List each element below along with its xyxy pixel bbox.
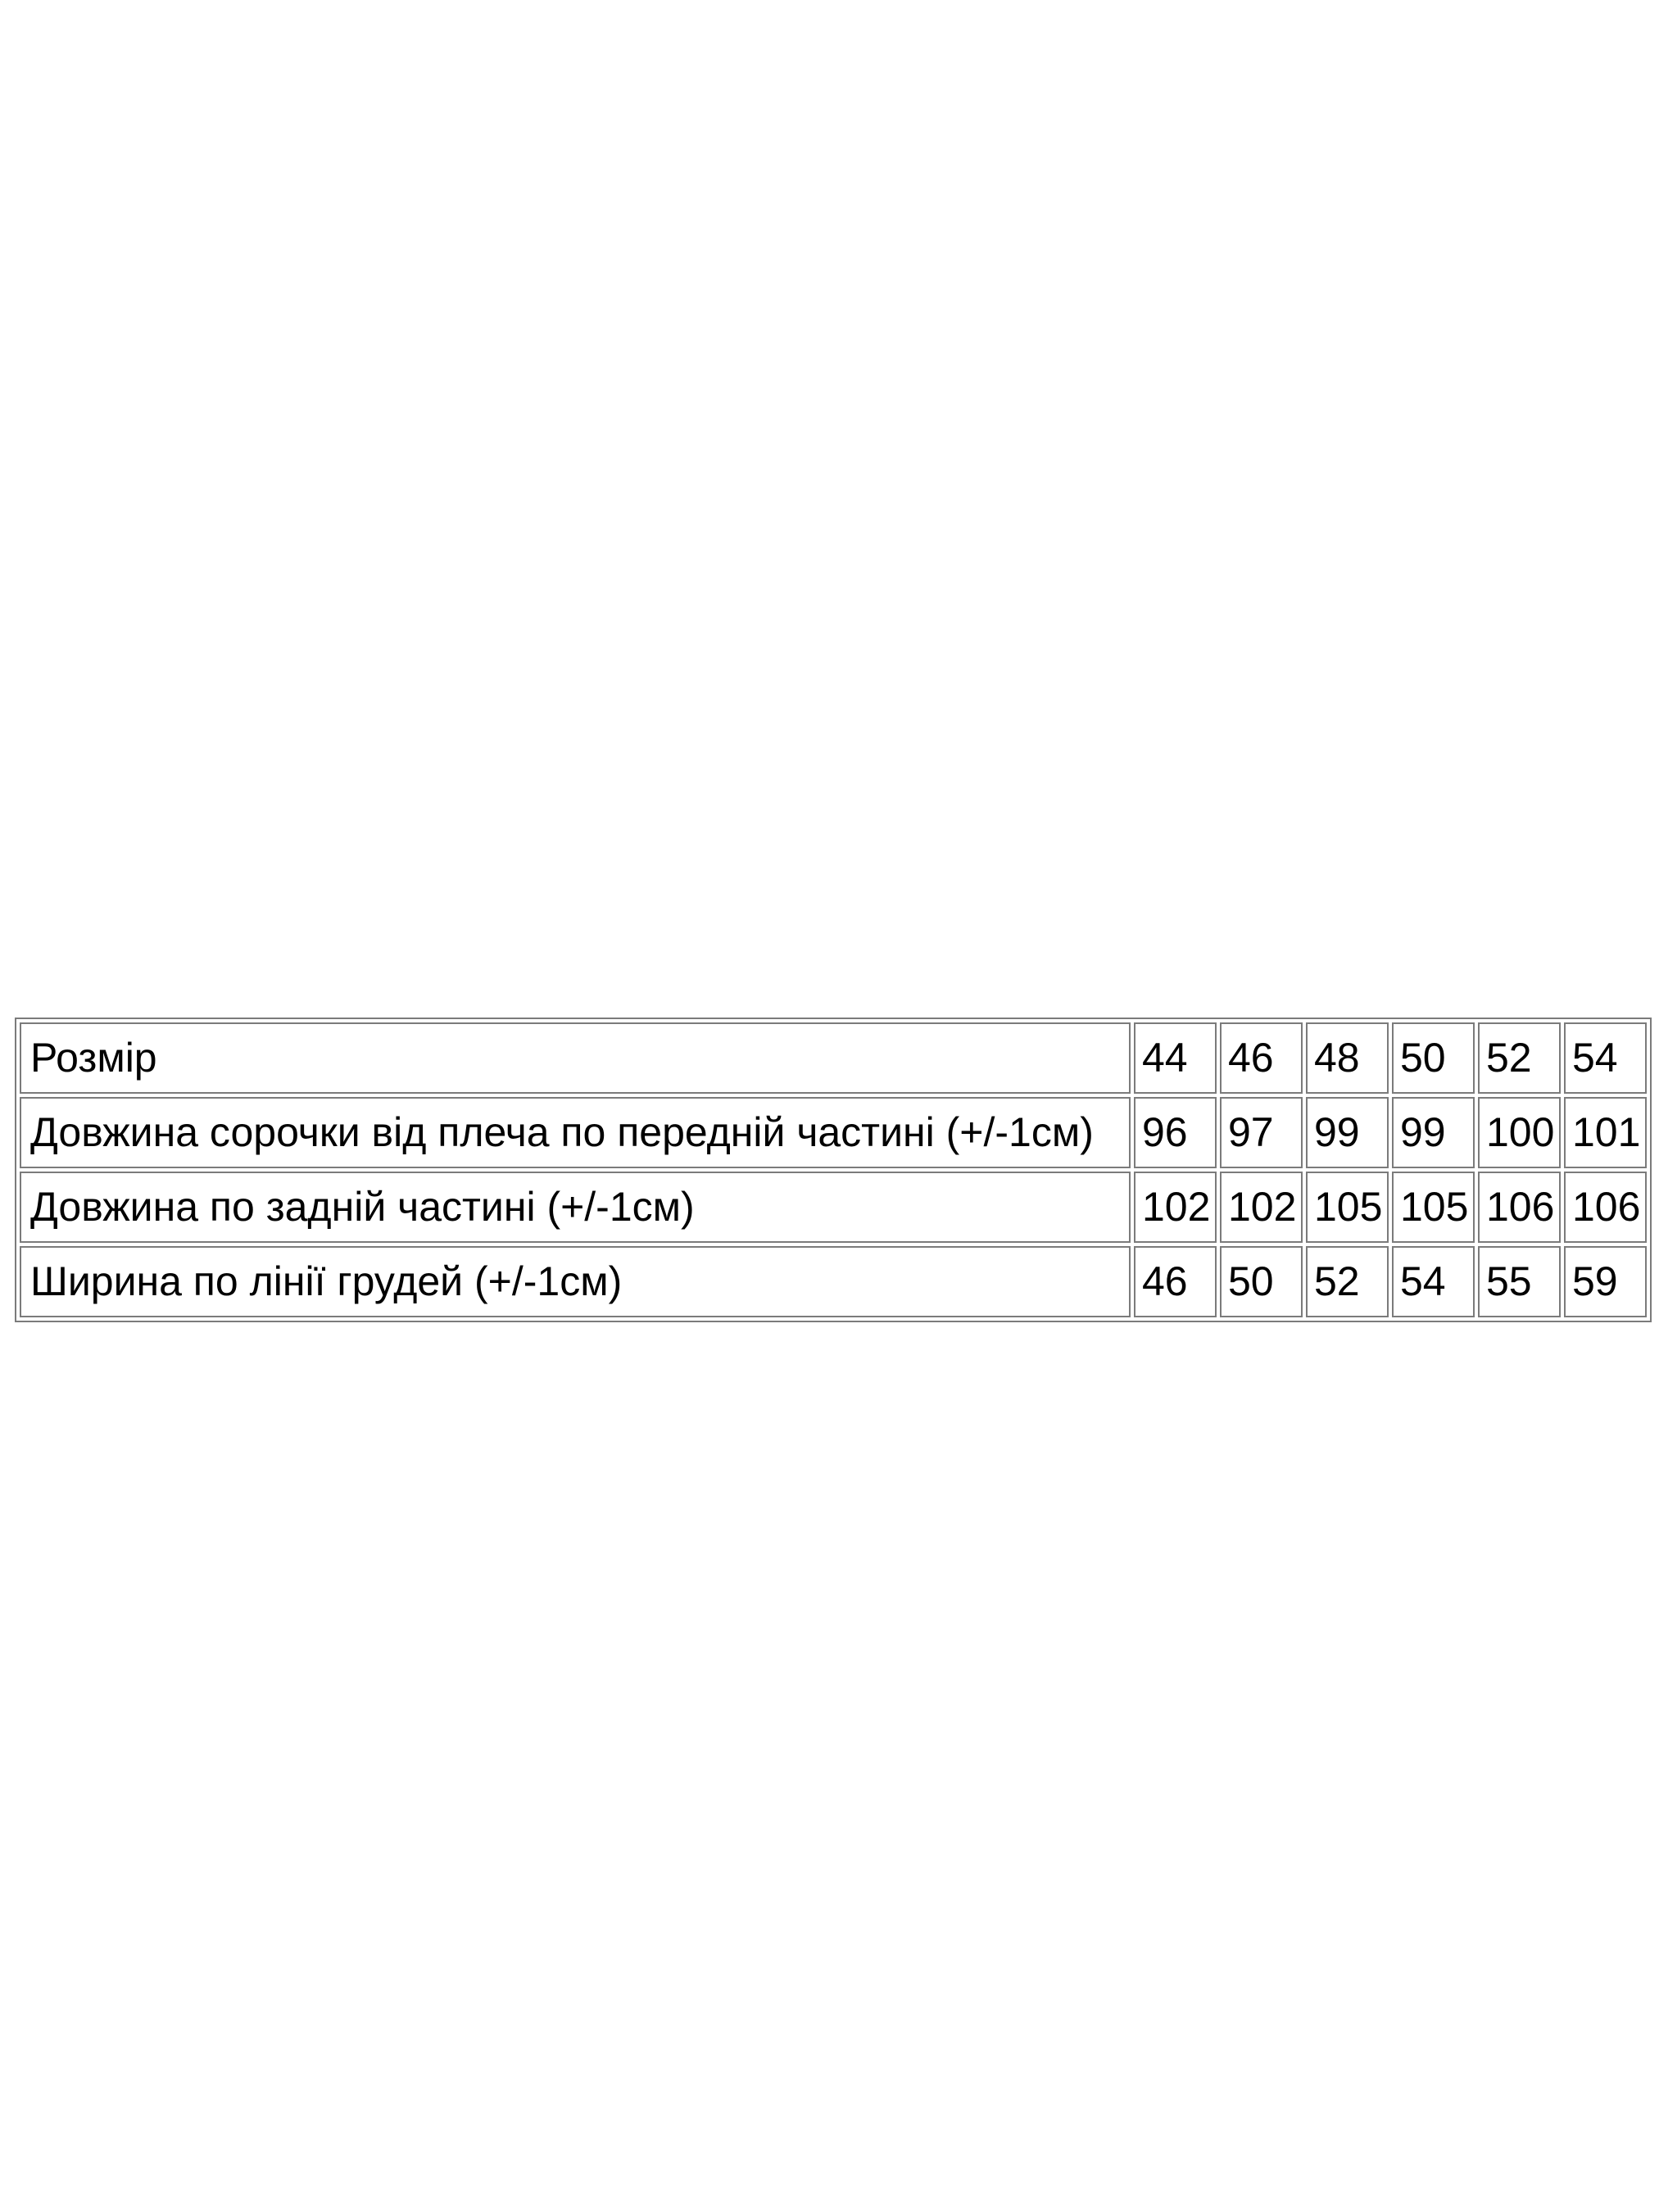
size-value: 105 (1392, 1172, 1475, 1243)
size-value: 106 (1478, 1172, 1561, 1243)
size-value: 46 (1220, 1022, 1303, 1094)
size-value: 106 (1564, 1172, 1647, 1243)
size-value: 50 (1220, 1246, 1303, 1317)
size-value: 44 (1134, 1022, 1217, 1094)
table-row: Ширина по лінії грудей (+/-1см) 46 50 52 54 5… (20, 1246, 1647, 1317)
size-table-body: Розмір 44 46 48 50 52 54 Довжина сорочки від пл… (20, 1022, 1647, 1317)
size-value: 52 (1478, 1022, 1561, 1094)
size-value: 100 (1478, 1097, 1561, 1168)
size-value: 99 (1392, 1097, 1475, 1168)
size-value: 96 (1134, 1097, 1217, 1168)
size-value: 55 (1478, 1246, 1561, 1317)
size-value: 97 (1220, 1097, 1303, 1168)
row-label: Довжина по задній частині (+/-1см) (20, 1172, 1131, 1243)
table-row: Довжина сорочки від плеча по передній ча… (20, 1097, 1647, 1168)
size-value: 101 (1564, 1097, 1647, 1168)
size-value: 54 (1392, 1246, 1475, 1317)
size-value: 54 (1564, 1022, 1647, 1094)
size-table: Розмір 44 46 48 50 52 54 Довжина сорочки від пл… (15, 1018, 1652, 1322)
size-value: 52 (1306, 1246, 1389, 1317)
row-label: Ширина по лінії грудей (+/-1см) (20, 1246, 1131, 1317)
size-value: 102 (1220, 1172, 1303, 1243)
size-value: 99 (1306, 1097, 1389, 1168)
size-value: 102 (1134, 1172, 1217, 1243)
size-value: 48 (1306, 1022, 1389, 1094)
size-value: 105 (1306, 1172, 1389, 1243)
row-label: Розмір (20, 1022, 1131, 1094)
table-row: Розмір 44 46 48 50 52 54 (20, 1022, 1647, 1094)
row-label: Довжина сорочки від плеча по передній ча… (20, 1097, 1131, 1168)
size-value: 46 (1134, 1246, 1217, 1317)
size-value: 50 (1392, 1022, 1475, 1094)
table-row: Довжина по задній частині (+/-1см) 102 102… (20, 1172, 1647, 1243)
size-value: 59 (1564, 1246, 1647, 1317)
